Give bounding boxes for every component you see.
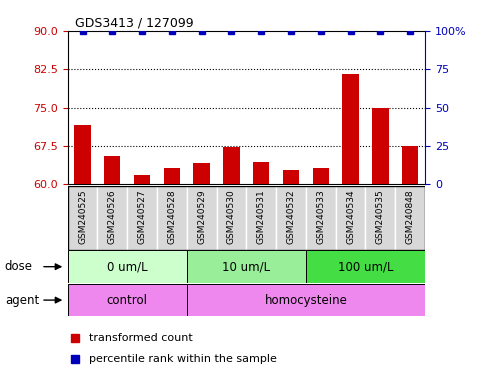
Text: 100 um/L: 100 um/L bbox=[338, 260, 393, 273]
Bar bbox=[283, 170, 299, 184]
Text: GSM240534: GSM240534 bbox=[346, 189, 355, 244]
Text: percentile rank within the sample: percentile rank within the sample bbox=[89, 354, 277, 364]
Text: GSM240532: GSM240532 bbox=[286, 189, 296, 244]
Text: GSM240535: GSM240535 bbox=[376, 189, 385, 244]
Text: GSM240526: GSM240526 bbox=[108, 189, 117, 244]
Text: GSM240527: GSM240527 bbox=[138, 189, 146, 244]
Bar bbox=[187, 250, 306, 283]
Bar bbox=[306, 250, 425, 283]
Bar bbox=[402, 146, 418, 184]
Bar bbox=[223, 147, 240, 184]
Bar bbox=[372, 108, 388, 184]
Text: GSM240530: GSM240530 bbox=[227, 189, 236, 244]
Text: GDS3413 / 127099: GDS3413 / 127099 bbox=[75, 17, 193, 30]
Bar bbox=[194, 163, 210, 184]
Text: GSM240531: GSM240531 bbox=[257, 189, 266, 244]
Text: transformed count: transformed count bbox=[89, 333, 193, 343]
Bar bbox=[68, 284, 187, 316]
Bar bbox=[342, 74, 359, 184]
Bar bbox=[98, 186, 127, 250]
Text: 0 um/L: 0 um/L bbox=[107, 260, 147, 273]
Text: control: control bbox=[107, 294, 148, 306]
Bar bbox=[216, 186, 246, 250]
Bar bbox=[68, 186, 98, 250]
Bar bbox=[127, 186, 157, 250]
Text: dose: dose bbox=[5, 260, 33, 273]
Text: 10 um/L: 10 um/L bbox=[222, 260, 270, 273]
Text: agent: agent bbox=[5, 294, 39, 306]
Text: GSM240525: GSM240525 bbox=[78, 189, 87, 244]
Bar bbox=[157, 186, 187, 250]
Text: GSM240533: GSM240533 bbox=[316, 189, 325, 244]
Bar bbox=[276, 186, 306, 250]
Bar bbox=[164, 168, 180, 184]
Bar bbox=[336, 186, 366, 250]
Text: GSM240529: GSM240529 bbox=[197, 189, 206, 244]
Bar bbox=[134, 175, 150, 184]
Text: homocysteine: homocysteine bbox=[265, 294, 347, 306]
Bar bbox=[187, 284, 425, 316]
Text: GSM240848: GSM240848 bbox=[406, 189, 414, 244]
Bar bbox=[187, 186, 216, 250]
Bar bbox=[104, 156, 120, 184]
Bar bbox=[395, 186, 425, 250]
Bar bbox=[253, 162, 270, 184]
Bar bbox=[68, 250, 187, 283]
Bar bbox=[74, 126, 91, 184]
Text: GSM240528: GSM240528 bbox=[168, 189, 176, 244]
Bar bbox=[306, 186, 336, 250]
Bar bbox=[366, 186, 395, 250]
Bar bbox=[246, 186, 276, 250]
Bar bbox=[313, 168, 329, 184]
